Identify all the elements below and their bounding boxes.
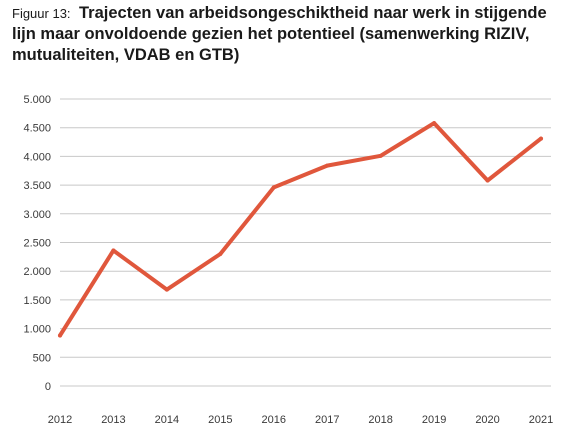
y-tick-label: 500 — [33, 352, 51, 364]
data-point — [378, 153, 383, 158]
y-tick-label: 4.500 — [23, 123, 51, 135]
data-point — [218, 251, 223, 256]
data-point — [164, 287, 169, 292]
series-line — [58, 121, 543, 338]
x-tick-label: 2016 — [262, 414, 286, 426]
y-tick-label: 1.500 — [23, 295, 51, 307]
y-tick-label: 3.500 — [23, 180, 51, 192]
x-tick-label: 2015 — [208, 414, 232, 426]
data-point — [432, 121, 437, 126]
data-point — [325, 163, 330, 168]
y-axis-ticks: 0 500 1.000 1.500 2.000 2.500 3.000 3.500 4.000 4… — [23, 94, 51, 393]
x-tick-label: 2014 — [155, 414, 179, 426]
data-point — [58, 333, 62, 338]
series-layer — [58, 121, 543, 338]
y-tick-label: 4.000 — [23, 151, 51, 163]
x-tick-label: 2019 — [422, 414, 446, 426]
x-tick-label: 2018 — [368, 414, 392, 426]
x-tick-label: 2020 — [475, 414, 499, 426]
y-tick-label: 2.500 — [23, 238, 51, 250]
data-point — [485, 178, 490, 183]
x-tick-label: 2017 — [315, 414, 339, 426]
x-tick-label: 2013 — [101, 414, 125, 426]
chart-title: Trajecten van arbeidsongeschiktheid naar… — [12, 4, 547, 64]
figure-label: Figuur 13: — [12, 6, 71, 21]
y-tick-label: 3.000 — [23, 209, 51, 221]
y-tick-label: 1.000 — [23, 324, 51, 336]
x-tick-label: 2012 — [48, 414, 72, 426]
y-tick-label: 0 — [45, 381, 51, 393]
data-point — [111, 248, 116, 253]
gridlines — [60, 98, 551, 387]
x-axis-ticks: 2012 2013 2014 2015 2016 2017 2018 2019 2020 2021 — [48, 414, 553, 426]
y-tick-label: 5.000 — [23, 94, 51, 106]
data-point — [539, 136, 543, 141]
y-tick-label: 2.000 — [23, 266, 51, 278]
x-tick-label: 2021 — [529, 414, 553, 426]
data-point — [271, 185, 276, 190]
chart-title-block: Figuur 13: Trajecten van arbeidsongeschi… — [12, 3, 567, 66]
